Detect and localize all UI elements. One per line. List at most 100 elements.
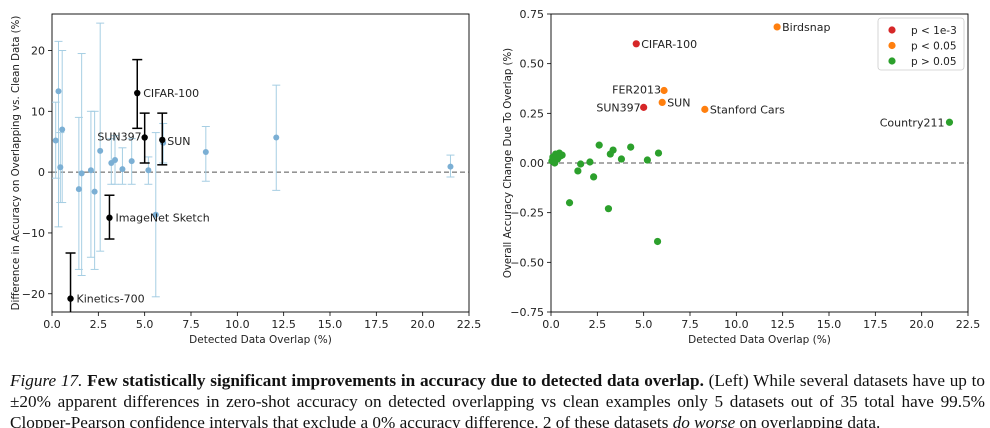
left-nonsig-point: [55, 88, 62, 95]
left-nonsig-point: [78, 170, 85, 177]
left-nonsig-point: [145, 167, 152, 174]
left-nonsig-point: [119, 166, 126, 173]
left-nonsig-point: [202, 149, 209, 156]
left-nonsig-point: [128, 158, 135, 165]
right-y-tick-label: 0.50: [520, 58, 545, 71]
right-point-label: SUN397: [596, 101, 640, 114]
figure-caption: Figure 17. Few statistically significant…: [10, 370, 985, 428]
left-x-axis-label: Detected Data Overlap (%): [189, 334, 332, 346]
legend-label: p < 0.05: [911, 41, 957, 53]
right-x-tick-label: 7.5: [681, 318, 699, 331]
caption-figure-label: Figure 17.: [10, 371, 83, 390]
left-nonsig-point: [152, 211, 159, 218]
left-chart-errorbar-plot: 0.0 2.5 5.0 7.5 10.0 12.5 15.0 17.5 20.0 22.5 −20 −…: [11, 13, 482, 346]
right-y-axis-label: Overall Accuracy Change Due To Overlap (…: [503, 48, 514, 278]
left-nonsig-point: [52, 137, 59, 144]
right-legend: p < 1e-3 p < 0.05 p > 0.05: [877, 17, 965, 71]
left-x-tick-label: 7.5: [182, 318, 200, 331]
right-point-p-0-05: [577, 160, 585, 168]
right-x-tick-label: 22.5: [956, 318, 981, 331]
left-point-label: SUN397: [97, 130, 141, 143]
left-nonsig-point: [91, 188, 98, 195]
left-x-tick-label: 0.0: [43, 318, 61, 331]
legend-marker: [888, 57, 896, 65]
left-nonsig-point: [57, 164, 64, 171]
left-significant-point: [159, 136, 166, 144]
left-point-label: SUN: [167, 135, 190, 148]
right-point-p-1e-3: [632, 40, 640, 48]
right-y-tick-label: −0.25: [510, 207, 544, 220]
right-point-p-0-05: [590, 173, 598, 181]
caption-emphasis: do worse: [672, 413, 736, 428]
left-significant-point: [106, 214, 113, 221]
left-nonsig-point: [97, 147, 104, 154]
right-point-p-0-05: [643, 156, 651, 164]
right-x-tick-label: 12.5: [770, 318, 795, 331]
legend-marker: [888, 41, 896, 50]
legend-label: p < 1e-3: [911, 25, 957, 37]
right-point-p-0-05: [586, 158, 594, 166]
right-point-p-0-05: [574, 167, 582, 175]
right-y-tick-label: 0.75: [520, 8, 545, 21]
left-y-tick-label: 20: [31, 44, 45, 57]
right-point-label: Stanford Cars: [710, 103, 785, 116]
legend-label: p > 0.05: [911, 56, 957, 68]
left-x-tick-label: 20.0: [410, 318, 435, 331]
right-x-tick-label: 5.0: [635, 318, 653, 331]
right-point-p-0-05: [558, 151, 566, 159]
left-point-label: ImageNet Sketch: [115, 212, 209, 225]
right-point-p-0-05: [658, 98, 666, 107]
right-point-p-0-05: [654, 149, 663, 157]
left-x-tick-label: 15.0: [318, 318, 343, 331]
right-point-p-0-05: [945, 118, 954, 126]
left-y-axis-label: Difference in Accuracy on Overlapping vs…: [11, 16, 22, 311]
right-x-tick-label: 15.0: [817, 318, 842, 331]
caption-text-1: (Left) While several datasets have up to…: [10, 371, 985, 428]
right-y-tick-label: −0.50: [510, 256, 544, 269]
left-x-tick-label: 5.0: [136, 318, 154, 331]
left-nonsig-point: [75, 186, 82, 193]
left-data-layer: [52, 22, 455, 312]
left-nonsig-point: [447, 163, 454, 170]
right-y-tick-label: −0.75: [510, 306, 544, 319]
right-x-tick-label: 20.0: [909, 318, 934, 331]
right-point-p-0-05: [604, 205, 613, 213]
right-y-tick-label: 0.25: [520, 107, 545, 120]
right-point-label: CIFAR-100: [641, 38, 697, 51]
right-point-label: SUN: [667, 96, 690, 109]
right-point-p-1e-3: [640, 103, 648, 111]
caption-text-2: on overlapping data.: [739, 413, 881, 428]
right-point-p-0-05: [565, 199, 574, 207]
right-point-p-0-05: [617, 155, 626, 163]
right-chart-scatter-plot: 0.0 2.5 5.0 7.5 10.0 12.5 15.0 17.5 20.0 22.5 −0.7…: [503, 8, 980, 346]
left-nonsig-point: [59, 126, 66, 133]
left-x-tick-label: 2.5: [90, 318, 108, 331]
left-point-label: Kinetics-700: [77, 293, 145, 306]
right-point-p-0-05: [609, 146, 617, 154]
right-x-tick-label: 17.5: [863, 318, 888, 331]
left-x-tick-label: 17.5: [364, 318, 389, 331]
right-x-tick-label: 2.5: [589, 318, 607, 331]
left-significant-point: [67, 295, 74, 302]
left-x-tick-label: 12.5: [271, 318, 296, 331]
right-x-axis-label: Detected Data Overlap (%): [688, 334, 831, 346]
right-y-tick-label: 0.00: [520, 157, 545, 170]
left-point-label: CIFAR-100: [143, 87, 199, 100]
left-nonsig-point: [273, 134, 280, 141]
left-significant-point: [141, 134, 148, 141]
right-point-label: Country211: [880, 116, 945, 129]
right-point-p-0-05: [660, 86, 668, 95]
left-y-tick-label: 0: [38, 166, 45, 179]
left-y-tick-label: −20: [22, 288, 45, 301]
right-point-p-0-05: [595, 141, 603, 149]
right-point-label: Birdsnap: [782, 21, 830, 34]
left-y-tick-label: 10: [31, 105, 45, 118]
left-x-tick-label: 22.5: [457, 318, 482, 331]
right-point-p-0-05: [773, 23, 781, 31]
caption-title: Few statistically significant improvemen…: [87, 371, 704, 390]
legend-marker: [888, 26, 896, 34]
right-point-label: FER2013: [612, 83, 661, 96]
left-y-tick-label: −10: [22, 227, 45, 240]
left-nonsig-point: [87, 167, 94, 174]
left-significant-point: [134, 89, 141, 97]
